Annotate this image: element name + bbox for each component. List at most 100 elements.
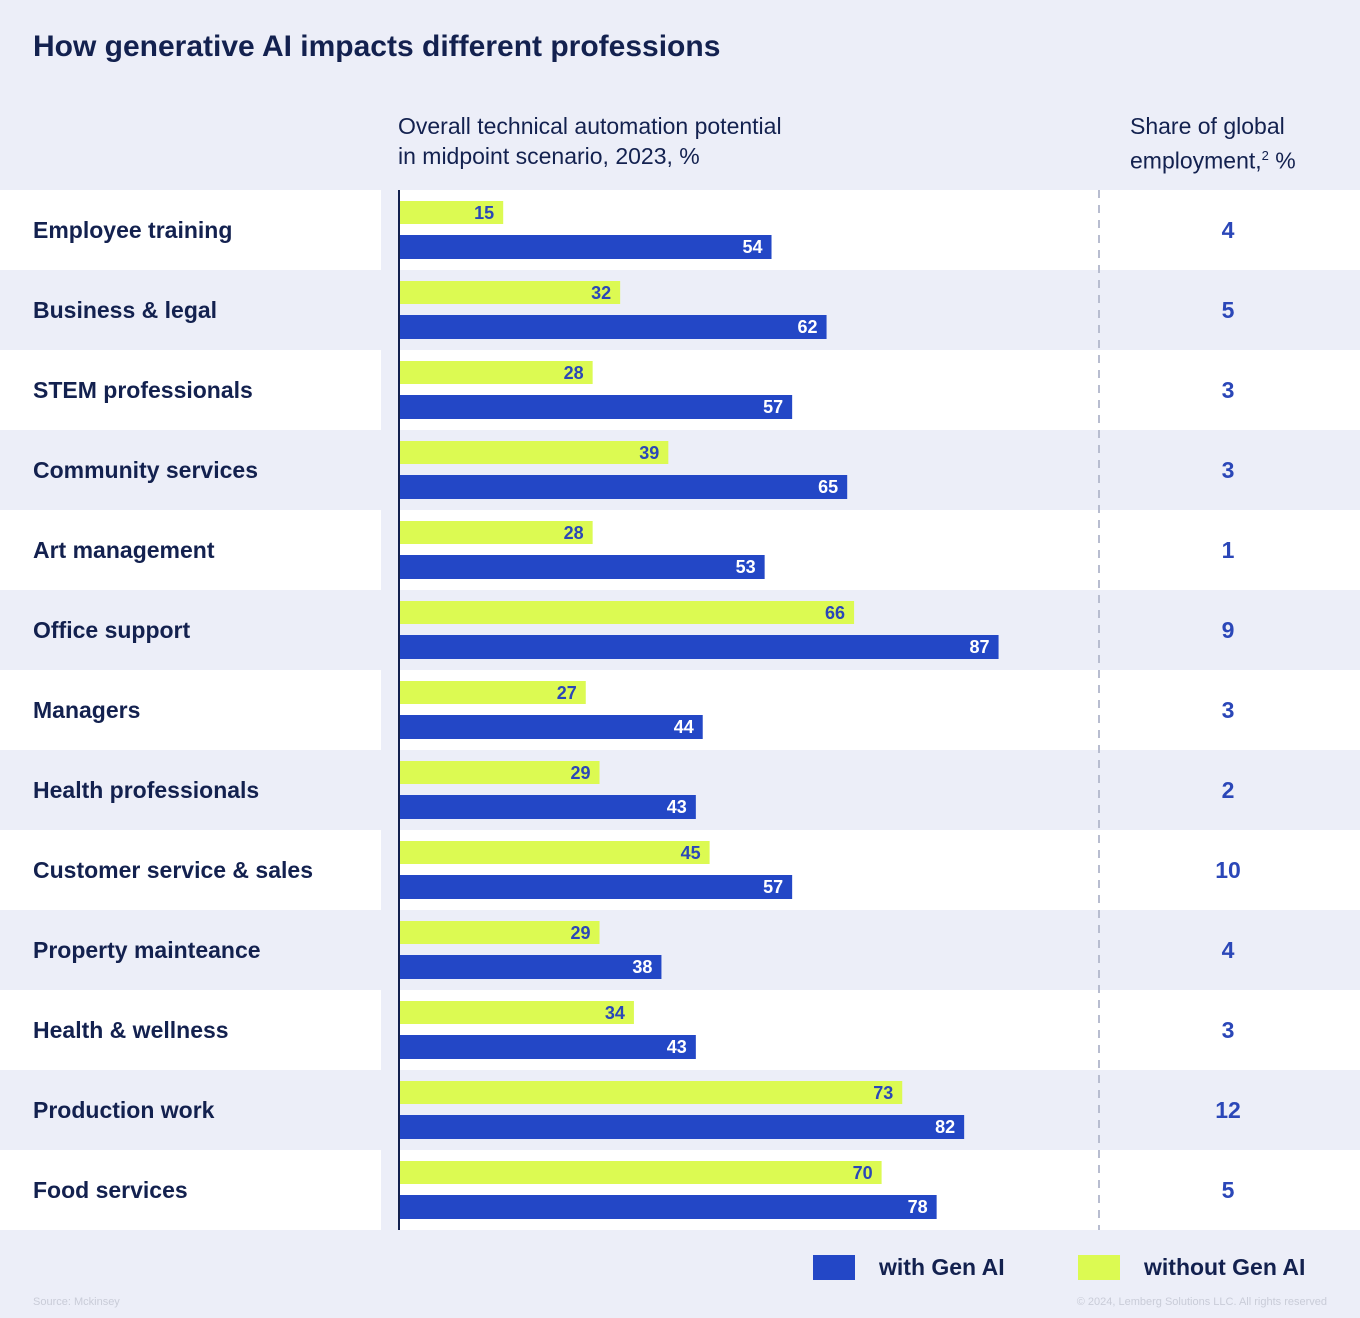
legend-with-gen-ai: with Gen AI — [813, 1254, 1005, 1281]
automation-column-header: Overall technical automation potential i… — [398, 111, 782, 171]
category-label: Community services — [33, 457, 258, 483]
share-value: 9 — [1222, 617, 1235, 643]
row-label-bg — [0, 190, 381, 270]
row-label-bg — [0, 1150, 381, 1230]
category-label: Business & legal — [33, 297, 217, 323]
value-label-with: 43 — [667, 1037, 687, 1057]
bar-with-gen-ai — [400, 955, 662, 979]
value-label-without: 28 — [564, 523, 584, 543]
row-label-bg — [0, 590, 381, 670]
row-label-bg — [0, 990, 381, 1070]
share-header-line1: Share of global — [1130, 113, 1285, 139]
value-label-with: 43 — [667, 797, 687, 817]
bar-without-gen-ai — [400, 361, 593, 384]
value-label-without: 29 — [570, 923, 590, 943]
value-label-with: 54 — [742, 237, 762, 257]
category-label: Health professionals — [33, 777, 259, 803]
share-value: 3 — [1222, 457, 1235, 483]
row-label-bg — [0, 830, 381, 910]
share-value: 5 — [1222, 297, 1235, 323]
automation-header-line1: Overall technical automation potential — [398, 113, 782, 139]
bar-with-gen-ai — [400, 315, 827, 339]
value-label-with: 65 — [818, 477, 838, 497]
value-label-without: 27 — [557, 683, 577, 703]
share-value: 4 — [1222, 937, 1235, 963]
share-header-suffix: % — [1268, 147, 1296, 174]
bar-without-gen-ai — [400, 281, 621, 304]
copyright-note: © 2024, Lemberg Solutions LLC. All right… — [1076, 1296, 1327, 1308]
category-label: Art management — [33, 537, 215, 563]
value-label-without: 28 — [564, 363, 584, 383]
source-note: Source: Mckinsey — [33, 1296, 120, 1308]
category-label: STEM professionals — [33, 377, 253, 403]
value-label-without: 45 — [681, 843, 701, 863]
bar-with-gen-ai — [400, 235, 772, 259]
bar-with-gen-ai — [400, 1195, 937, 1219]
value-label-with: 57 — [763, 397, 783, 417]
row-label-bg — [0, 430, 381, 510]
category-label: Health & wellness — [33, 1017, 229, 1043]
bar-without-gen-ai — [400, 201, 504, 224]
value-label-without: 66 — [825, 603, 845, 623]
row-label-bg — [0, 510, 381, 590]
row-label-bg — [0, 1070, 381, 1150]
bar-without-gen-ai — [400, 761, 600, 784]
row-label-bg — [0, 750, 381, 830]
value-label-without: 73 — [873, 1083, 893, 1103]
bar-without-gen-ai — [400, 681, 586, 704]
share-value: 1 — [1222, 537, 1235, 563]
share-value: 5 — [1222, 1177, 1235, 1203]
legend-label-with: with Gen AI — [879, 1254, 1005, 1280]
share-value: 12 — [1215, 1097, 1241, 1123]
value-label-without: 32 — [591, 283, 611, 303]
chart-title: How generative AI impacts different prof… — [33, 30, 721, 63]
value-label-with: 78 — [908, 1197, 928, 1217]
bar-with-gen-ai — [400, 395, 793, 419]
legend-without-gen-ai: without Gen AI — [1078, 1254, 1305, 1281]
bar-with-gen-ai — [400, 795, 696, 819]
bar-without-gen-ai — [400, 521, 593, 544]
bar-with-gen-ai — [400, 635, 999, 659]
bar-with-gen-ai — [400, 875, 793, 899]
bar-without-gen-ai — [400, 841, 710, 864]
share-value: 2 — [1222, 777, 1235, 803]
bar-with-gen-ai — [400, 1035, 696, 1059]
category-label: Property mainteance — [33, 937, 261, 963]
share-header-prefix: employment, — [1130, 147, 1262, 174]
value-label-without: 34 — [605, 1003, 625, 1023]
legend-swatch-with — [813, 1255, 855, 1280]
bar-with-gen-ai — [400, 475, 848, 499]
value-label-with: 62 — [798, 317, 818, 337]
row-label-bg — [0, 270, 381, 350]
category-label: Production work — [33, 1097, 215, 1123]
category-label: Employee training — [33, 217, 232, 243]
row-label-bg — [0, 350, 381, 430]
category-label: Office support — [33, 617, 191, 643]
bar-without-gen-ai — [400, 1001, 634, 1024]
bar-with-gen-ai — [400, 555, 765, 579]
value-label-with: 57 — [763, 877, 783, 897]
share-value: 3 — [1222, 377, 1235, 403]
automation-header-line2: in midpoint scenario, 2023, % — [398, 143, 700, 169]
value-label-without: 15 — [474, 203, 494, 223]
row-label-bg — [0, 910, 381, 990]
category-label: Food services — [33, 1177, 188, 1203]
bar-without-gen-ai — [400, 601, 855, 624]
value-label-with: 82 — [935, 1117, 955, 1137]
category-label: Managers — [33, 697, 140, 723]
share-value: 3 — [1222, 697, 1235, 723]
bar-with-gen-ai — [400, 715, 703, 739]
bar-without-gen-ai — [400, 1161, 882, 1184]
share-column-header: Share of global employment,2 % — [1130, 111, 1296, 176]
legend-swatch-without — [1078, 1255, 1120, 1280]
legend-label-without: without Gen AI — [1144, 1254, 1306, 1280]
share-value: 10 — [1215, 857, 1241, 883]
footnote-marker: 2 — [1261, 148, 1269, 163]
share-value: 4 — [1222, 217, 1235, 243]
bar-without-gen-ai — [400, 921, 600, 944]
bar-without-gen-ai — [400, 441, 669, 464]
value-label-without: 29 — [570, 763, 590, 783]
bar-without-gen-ai — [400, 1081, 903, 1104]
value-label-with: 53 — [736, 557, 756, 577]
